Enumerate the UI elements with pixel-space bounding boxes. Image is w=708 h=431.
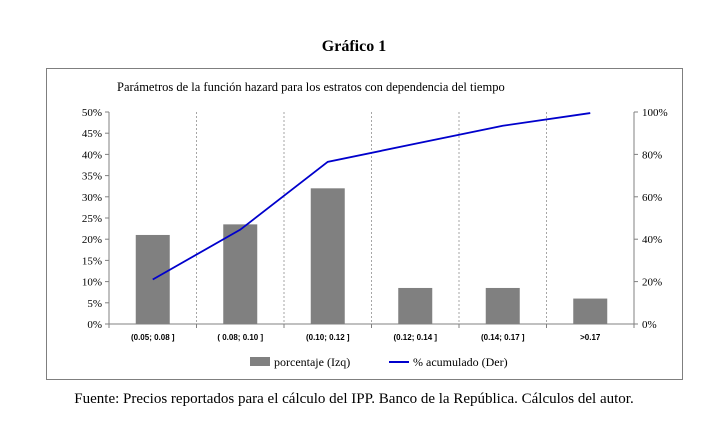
legend-label-acumulado: % acumulado (Der) xyxy=(413,355,508,369)
tick-label-left-6: 30% xyxy=(82,192,102,204)
tick-label-right-0: 0% xyxy=(642,319,657,331)
bar-5 xyxy=(573,298,608,324)
tick-label-left-1: 5% xyxy=(87,298,102,310)
bar-3 xyxy=(398,287,433,324)
chart-title: Parámetros de la función hazard para los… xyxy=(117,80,505,94)
bar-1 xyxy=(223,224,258,324)
tick-label-right-2: 40% xyxy=(642,234,662,246)
bar-4 xyxy=(485,287,520,324)
tick-label-right-3: 60% xyxy=(642,192,662,204)
legend: porcentaje (Izq) % acumulado (Der) xyxy=(250,355,508,369)
tick-label-right-4: 80% xyxy=(642,149,662,161)
tick-label-right-1: 20% xyxy=(642,277,662,289)
tick-label-left-5: 25% xyxy=(82,213,102,225)
chart: Parámetros de la función hazard para los… xyxy=(82,80,668,369)
category-label-3: (0.12; 0.14 ] xyxy=(393,333,437,342)
chart-frame: Parámetros de la función hazard para los… xyxy=(46,68,683,380)
category-label-4: (0.14; 0.17 ] xyxy=(481,333,525,342)
category-label-2: (0.10; 0.12 ] xyxy=(306,333,350,342)
bar-2 xyxy=(310,188,345,324)
source-note: Fuente: Precios reportados para el cálcu… xyxy=(74,391,634,407)
category-label-5: >0.17 xyxy=(580,333,601,342)
tick-label-left-10: 50% xyxy=(82,107,102,119)
category-label-1: ( 0.08; 0.10 ] xyxy=(217,333,263,342)
bar-0 xyxy=(135,234,170,324)
figure-heading: Gráfico 1 xyxy=(321,38,387,55)
category-label-0: (0.05; 0.08 ] xyxy=(131,333,175,342)
tick-label-right-5: 100% xyxy=(642,107,668,119)
tick-label-left-9: 45% xyxy=(82,128,102,140)
tick-label-left-8: 40% xyxy=(82,149,102,161)
tick-label-left-0: 0% xyxy=(87,319,102,331)
cumulative-line xyxy=(152,112,591,281)
tick-label-left-4: 20% xyxy=(82,234,102,246)
tick-label-left-7: 35% xyxy=(82,171,102,183)
legend-label-porcentaje: porcentaje (Izq) xyxy=(274,355,350,369)
legend-swatch-porcentaje xyxy=(250,357,270,366)
tick-label-left-2: 10% xyxy=(82,277,102,289)
tick-label-left-3: 15% xyxy=(82,255,102,267)
